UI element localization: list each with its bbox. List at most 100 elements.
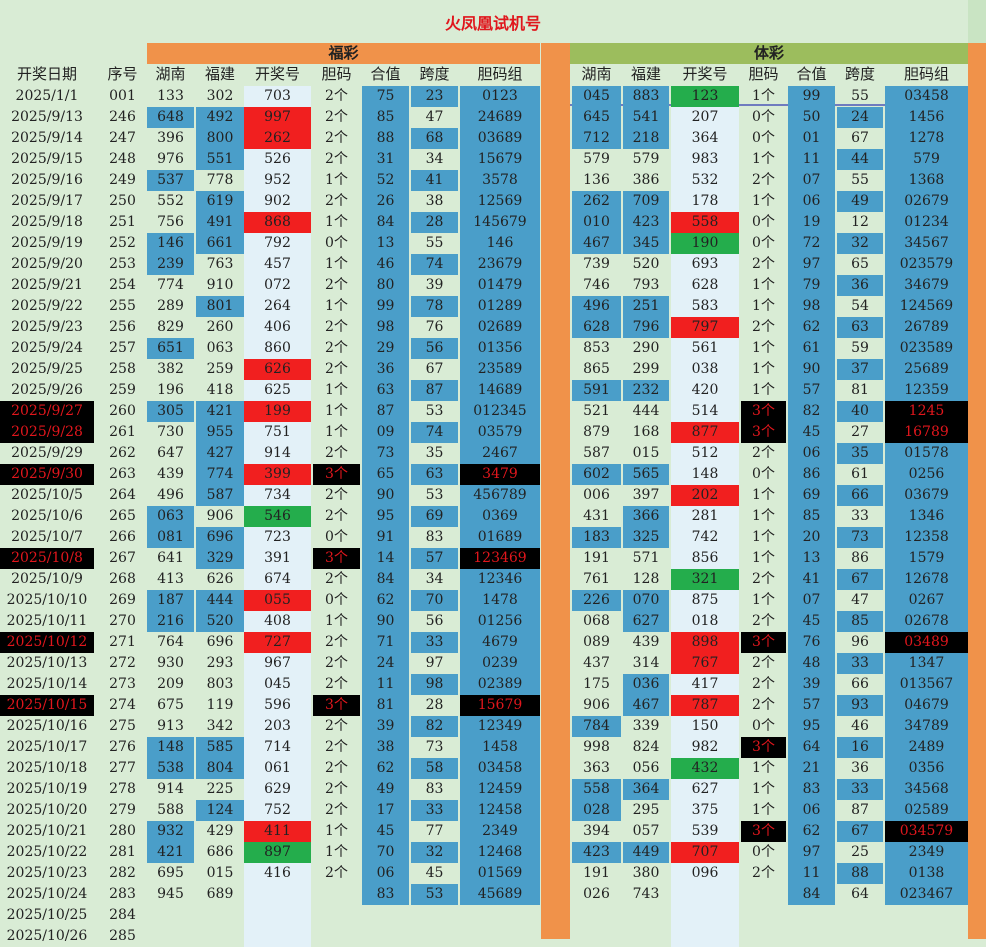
cell-tc-sum: 62 [788,317,835,338]
table-row: 2025/9/24 257 651 063 860 2个 29 56 01356 853 290 56… [0,338,968,359]
cell-fc-hunan: 976 [157,151,184,167]
cell-tc-draw: 797 [671,317,739,338]
cell-tc-sum: 85 [788,506,835,527]
cell-fc-group: 01479 [460,275,540,296]
cell-tc-span: 32 [837,233,883,254]
cell-fc-fujian: 259 [206,361,234,377]
cell-tc-span: 24 [837,107,883,128]
cell-fc-span: 47 [425,109,444,125]
cell-tc-hunan: 437 [583,655,610,671]
cell-fc-draw: 199 [244,401,311,422]
cell-tc-span: 25 [851,844,869,860]
cell-tc-dan: 1个 [752,760,775,776]
cell-tc-fujian: 015 [632,445,660,461]
cell-fc-dan: 0个 [325,235,348,251]
cell-tc-hunan: 591 [572,380,621,401]
cell-fc-draw: 416 [244,863,311,884]
table-row: 2025/9/19 252 146 661 792 0个 13 55 146 467 345 190 0… [0,233,968,254]
header-tc-hunan: 湖南 [581,65,612,83]
cell-tc-fujian: 168 [632,424,660,440]
cell-fc-dan: 1个 [325,256,348,272]
cell-fc-span: 45 [425,865,444,881]
cell-tc-sum: 76 [788,632,835,653]
cell-tc-span: 27 [851,424,869,440]
cell-fc-span: 69 [411,506,458,527]
right-top-strip [968,0,986,43]
cell-fc-sum: 83 [362,884,409,905]
cell-tc-dan: 1个 [752,277,775,293]
cell-fc-hunan: 196 [157,382,184,398]
cell-fc-span: 34 [425,571,444,587]
cell-tc-span: 33 [851,508,869,524]
header-fc-fujian: 福建 [204,65,235,83]
table-row: 2025/9/20 253 239 763 457 1个 46 74 23679 739 520 69… [0,254,968,275]
cell-tc-fujian: 397 [632,487,660,503]
cell-fc-span: 23 [411,86,458,107]
cell-fc-span: 41 [411,170,458,191]
cell-fc-sum: 87 [362,401,409,422]
cell-tc-dan: 2个 [752,256,775,272]
table-row: 2025/10/12 271 764 696 727 2个 71 33 4679 089 439 89… [0,632,968,653]
cell-tc-fujian: 793 [632,277,660,293]
cell-tc-span: 16 [837,737,883,758]
cell-date: 2025/9/15 [11,151,83,167]
cell-fc-dan: 2个 [325,508,348,524]
cell-fc-group: 1458 [460,737,540,758]
cell-fc-group: 02389 [460,674,540,695]
cell-tc-group: 34568 [885,779,968,800]
page-title: 火凤凰试机号 [444,14,541,33]
cell-tc-sum: 69 [788,485,835,506]
cell-fc-fujian: 955 [196,422,244,443]
cell-fc-hunan: 829 [157,319,184,335]
cell-fc-draw: 596 [244,695,311,716]
cell-tc-dan: 1个 [752,193,775,209]
cell-fc-draw: 055 [244,590,311,611]
cell-tc-fujian: 796 [623,317,669,338]
cell-tc-group: 25689 [885,359,968,380]
cell-seq: 250 [109,193,136,209]
table-row: 2025/10/23 282 695 015 416 2个 06 45 01569 191 380 0… [0,863,968,884]
cell-fc-group: 1478 [460,590,540,611]
cell-tc-hunan: 006 [583,487,610,503]
cell-tc-hunan: 191 [583,865,610,881]
cell-tc-dan: 1个 [752,340,775,356]
cell-fc-sum: 39 [362,716,409,737]
cell-tc-fujian: 290 [632,340,660,356]
cell-tc-draw [671,884,739,905]
cell-fc-fujian: 293 [206,655,234,671]
cell-date: 2025/10/18 [6,760,88,776]
cell-fc-draw: 897 [244,842,311,863]
cell-tc-sum: 11 [788,863,835,884]
cell-tc-sum: 57 [788,695,835,716]
cell-fc-sum: 31 [362,149,409,170]
cell-fc-hunan: 695 [157,865,184,881]
cell-tc-sum: 98 [788,296,835,317]
table-row: 2025/10/20 279 588 124 752 2个 17 33 12458 028 295 3… [0,800,968,821]
cell-tc-hunan: 998 [583,739,610,755]
cell-fc-hunan: 647 [157,445,184,461]
cell-tc-hunan: 262 [572,191,621,212]
cell-fc-span: 73 [425,739,444,755]
cell-tc-fujian: 571 [632,550,660,566]
cell-fc-span: 53 [425,403,444,419]
cell-fc-group: 2349 [460,821,540,842]
cell-tc-sum: 64 [788,737,835,758]
cell-tc-sum: 82 [788,401,835,422]
cell-seq: 001 [109,88,136,104]
cell-tc-sum: 90 [788,359,835,380]
cell-seq: 249 [109,172,136,188]
cell-fc-group: 12458 [460,800,540,821]
cell-tc-fujian [623,905,669,926]
cell-tc-draw: 693 [671,254,739,275]
cell-fc-fujian: 804 [196,758,244,779]
cell-fc-draw: 061 [244,758,311,779]
cell-fc-fujian [196,905,244,926]
cell-fc-hunan: 439 [157,466,184,482]
cell-date: 2025/10/10 [6,592,88,608]
cell-tc-hunan: 906 [583,697,610,713]
cell-fc-draw: 045 [244,674,311,695]
cell-date: 2025/1/1 [15,88,79,104]
cell-fc-dan: 2个 [325,88,348,104]
cell-fc-sum: 26 [362,191,409,212]
cell-fc-group: 2467 [460,443,540,464]
